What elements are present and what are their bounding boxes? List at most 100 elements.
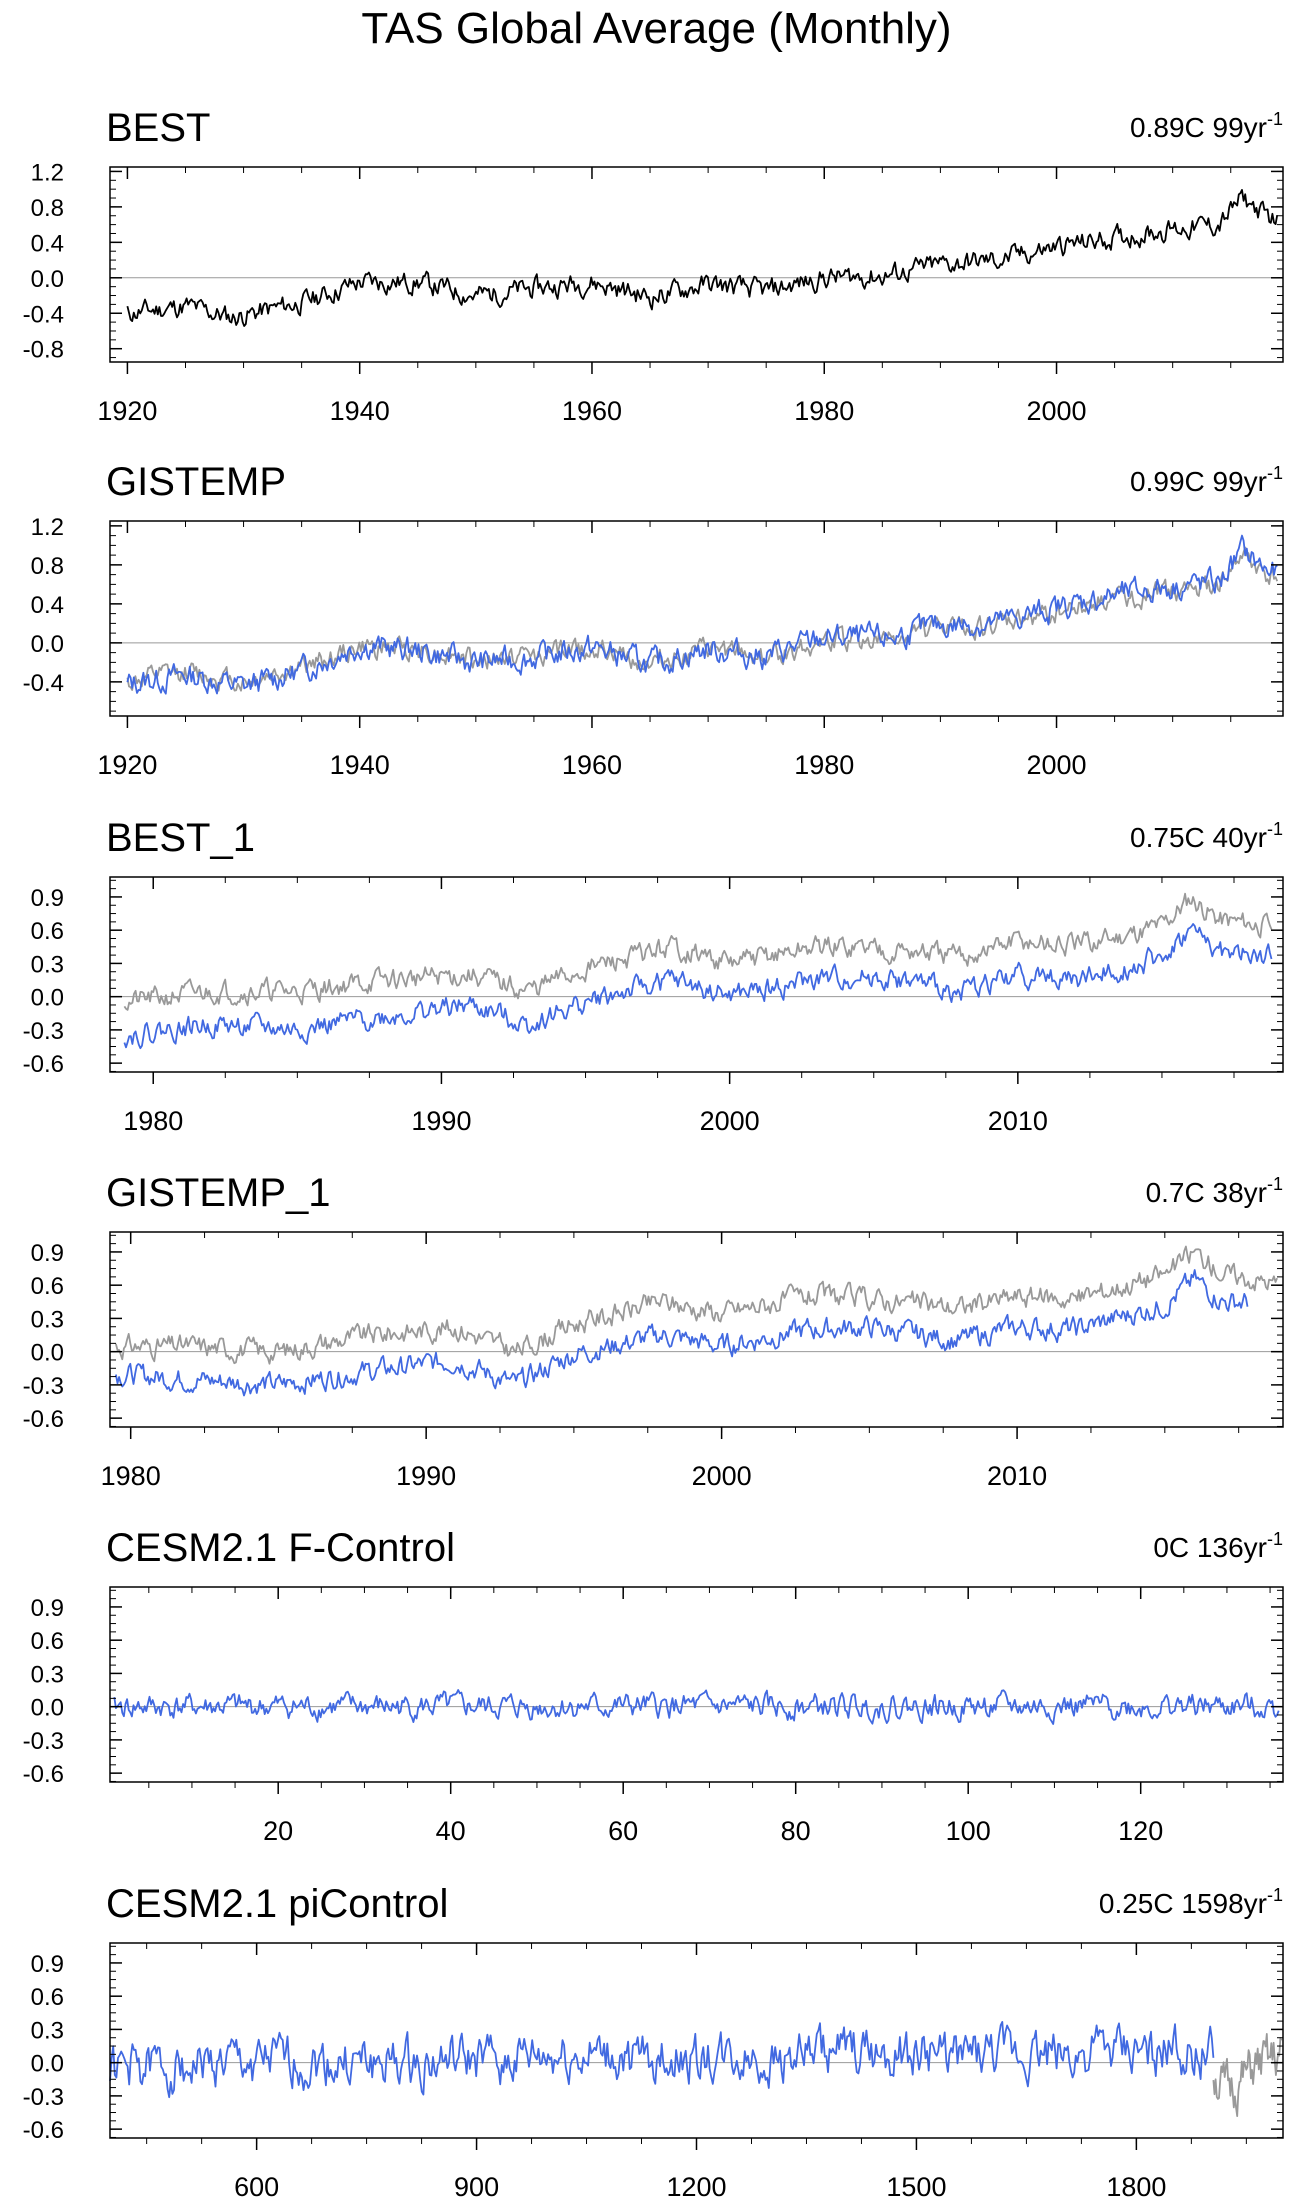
y-tick-label: 0.0 bbox=[31, 631, 64, 658]
panel-3: BEST_1 0.75C 40yr-1 -0.6 -0.3 0.0 0.3 0.6 0.9 19… bbox=[23, 816, 1284, 1136]
x-tick-label: 2000 bbox=[692, 1461, 752, 1491]
x-tick-label: 40 bbox=[436, 1816, 466, 1846]
panel-annotation: 0C 136yr-1 bbox=[1153, 1529, 1283, 1563]
panel-title: BEST_1 bbox=[106, 816, 255, 860]
panel-4: GISTEMP_1 0.7C 38yr-1 -0.6 -0.3 0.0 0.3 0.6 0.9… bbox=[23, 1171, 1284, 1491]
y-tick-label: 0.9 bbox=[31, 1240, 64, 1267]
x-tick-label: 60 bbox=[608, 1816, 638, 1846]
y-tick-label: -0.8 bbox=[23, 337, 64, 364]
x-tick-label: 1980 bbox=[794, 396, 854, 426]
x-tick-label: 1940 bbox=[330, 750, 390, 780]
y-tick-label: -0.3 bbox=[23, 1728, 64, 1755]
y-tick-label: 0.9 bbox=[31, 1951, 64, 1978]
y-tick-label: 1.2 bbox=[31, 159, 64, 186]
y-tick-label: 0.9 bbox=[31, 885, 64, 912]
panel-2: GISTEMP 0.99C 99yr-1 -0.4 0.0 0.4 0.8 1.2 1920 1… bbox=[23, 460, 1284, 780]
series-line-1 bbox=[126, 546, 1279, 692]
y-tick-label: 0.6 bbox=[31, 1628, 64, 1655]
y-tick-label: 0.9 bbox=[31, 1595, 64, 1622]
y-tick-label: -0.6 bbox=[23, 2117, 64, 2144]
series-line-1 bbox=[115, 1245, 1278, 1365]
y-tick-label: 0.0 bbox=[31, 1340, 64, 1367]
panel-title: CESM2.1 piControl bbox=[106, 1882, 448, 1926]
plot-frame bbox=[109, 1586, 1284, 1783]
y-tick-label: 0.8 bbox=[31, 553, 64, 580]
panel-6: CESM2.1 piControl 0.25C 1598yr-1 -0.6 -0.3 0… bbox=[23, 1882, 1284, 2202]
panel-annotation: 0.25C 1598yr-1 bbox=[1099, 1885, 1283, 1919]
plot-frame bbox=[109, 520, 1284, 717]
y-tick-label: 0.6 bbox=[31, 918, 64, 945]
x-tick-label: 2010 bbox=[988, 1106, 1048, 1136]
series-line-2 bbox=[123, 923, 1273, 1050]
y-tick-label: -0.3 bbox=[23, 2084, 64, 2111]
x-tick-label: 1980 bbox=[123, 1106, 183, 1136]
y-tick-label: -0.4 bbox=[23, 670, 64, 697]
panel-annotation: 0.75C 40yr-1 bbox=[1130, 819, 1283, 853]
y-tick-label: 0.6 bbox=[31, 1273, 64, 1300]
x-tick-label: 1920 bbox=[97, 750, 157, 780]
x-tick-label: 1960 bbox=[562, 396, 622, 426]
y-tick-label: 0.6 bbox=[31, 1984, 64, 2011]
series-line-1 bbox=[123, 892, 1273, 1011]
x-tick-label: 2010 bbox=[987, 1461, 1047, 1491]
y-tick-label: -0.6 bbox=[23, 1051, 64, 1078]
y-tick-label: -0.6 bbox=[23, 1406, 64, 1433]
y-tick-label: -0.3 bbox=[23, 1373, 64, 1400]
panel-title: GISTEMP bbox=[106, 460, 286, 504]
x-tick-label: 1980 bbox=[794, 750, 854, 780]
panel-1: BEST 0.89C 99yr-1 -0.8 -0.4 0.0 0.4 0.8 1.2 1920… bbox=[23, 106, 1284, 426]
y-tick-label: 0.8 bbox=[31, 195, 64, 222]
panel-5: CESM2.1 F-Control 0C 136yr-1 -0.6 -0.3 0.0 0.… bbox=[23, 1526, 1284, 1846]
series-line-2 bbox=[115, 1269, 1249, 1397]
y-tick-label: -0.3 bbox=[23, 1018, 64, 1045]
x-tick-label: 1960 bbox=[562, 750, 622, 780]
plot-frame bbox=[109, 1231, 1284, 1428]
x-tick-label: 900 bbox=[454, 2172, 499, 2202]
panel-title: CESM2.1 F-Control bbox=[106, 1526, 455, 1570]
y-tick-label: -0.4 bbox=[23, 301, 64, 328]
panel-title: BEST bbox=[106, 106, 210, 150]
y-tick-label: 0.3 bbox=[31, 951, 64, 978]
x-tick-label: 80 bbox=[781, 1816, 811, 1846]
x-tick-label: 1200 bbox=[666, 2172, 726, 2202]
series-line-1 bbox=[113, 1689, 1280, 1725]
y-tick-label: 0.0 bbox=[31, 1695, 64, 1722]
x-tick-label: 1980 bbox=[101, 1461, 161, 1491]
panel-title: GISTEMP_1 bbox=[106, 1171, 331, 1215]
x-tick-label: 1920 bbox=[97, 396, 157, 426]
x-tick-label: 120 bbox=[1118, 1816, 1163, 1846]
panel-annotation: 0.99C 99yr-1 bbox=[1130, 463, 1283, 497]
y-tick-label: 0.0 bbox=[31, 985, 64, 1012]
x-tick-label: 20 bbox=[263, 1816, 293, 1846]
x-tick-label: 2000 bbox=[1026, 750, 1086, 780]
plot-frame bbox=[109, 166, 1284, 363]
panel-annotation: 0.89C 99yr-1 bbox=[1130, 109, 1283, 143]
y-tick-label: 0.3 bbox=[31, 2017, 64, 2044]
y-tick-label: 0.0 bbox=[31, 2051, 64, 2078]
series-line-2 bbox=[126, 534, 1278, 695]
x-tick-label: 100 bbox=[946, 1816, 991, 1846]
x-tick-label: 1990 bbox=[396, 1461, 456, 1491]
y-tick-label: 0.3 bbox=[31, 1306, 64, 1333]
x-tick-label: 600 bbox=[234, 2172, 279, 2202]
y-tick-label: 0.3 bbox=[31, 1661, 64, 1688]
y-tick-label: 0.0 bbox=[31, 266, 64, 293]
series-line-1 bbox=[126, 189, 1279, 327]
y-tick-label: 1.2 bbox=[31, 514, 64, 541]
x-tick-label: 1500 bbox=[886, 2172, 946, 2202]
x-tick-label: 1800 bbox=[1106, 2172, 1166, 2202]
series-line-1 bbox=[1212, 2033, 1283, 2117]
figure-title: TAS Global Average (Monthly) bbox=[361, 4, 952, 53]
panel-annotation: 0.7C 38yr-1 bbox=[1146, 1174, 1283, 1208]
x-tick-label: 1940 bbox=[330, 396, 390, 426]
x-tick-label: 1990 bbox=[411, 1106, 471, 1136]
y-tick-label: -0.6 bbox=[23, 1761, 64, 1788]
plot-frame bbox=[109, 876, 1284, 1073]
y-tick-label: 0.4 bbox=[31, 592, 64, 619]
x-tick-label: 2000 bbox=[1026, 396, 1086, 426]
series-line-2 bbox=[109, 2021, 1215, 2099]
y-tick-label: 0.4 bbox=[31, 230, 64, 257]
x-tick-label: 2000 bbox=[700, 1106, 760, 1136]
